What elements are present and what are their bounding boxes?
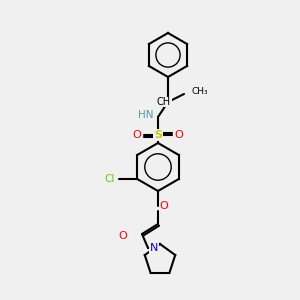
- Text: O: O: [133, 130, 141, 140]
- Text: Cl: Cl: [104, 174, 114, 184]
- Text: O: O: [160, 201, 168, 211]
- Text: S: S: [154, 130, 162, 140]
- Text: HN: HN: [138, 110, 154, 120]
- Text: CH₃: CH₃: [192, 88, 208, 97]
- Text: CH: CH: [157, 97, 171, 107]
- Text: O: O: [175, 130, 183, 140]
- Text: N: N: [150, 243, 158, 253]
- Text: O: O: [118, 231, 127, 241]
